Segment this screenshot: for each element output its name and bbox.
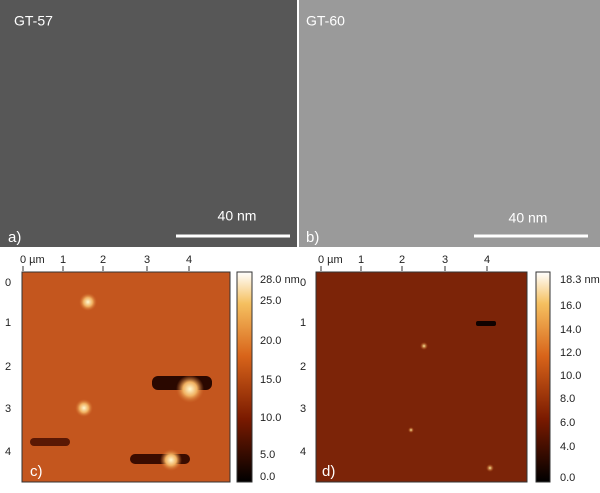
x-tick-label: 0 µm <box>318 254 343 266</box>
colorbar-tick-label: 5.0 <box>260 449 275 461</box>
sem-image <box>0 0 297 247</box>
y-tick-label: 2 <box>300 361 306 373</box>
colorbar-tick-label: 10.0 <box>560 370 581 382</box>
colorbar <box>236 271 253 483</box>
x-tick-label: 4 <box>484 254 490 266</box>
colorbar <box>535 271 551 483</box>
colorbar-tick-label: 14.0 <box>560 324 581 336</box>
x-tick-label: 2 <box>399 254 405 266</box>
colorbar-tick-label: 10.0 <box>260 412 281 424</box>
feature <box>420 342 428 350</box>
sample-name: GT-60 <box>306 13 345 29</box>
colorbar-tick-label: 0.0 <box>560 472 575 484</box>
y-tick-label: 2 <box>5 361 11 373</box>
colorbar-tick-label: 6.0 <box>560 417 575 429</box>
feature <box>476 321 496 326</box>
x-tick-label: 3 <box>144 254 150 266</box>
x-tick-label: 0 µm <box>20 254 45 266</box>
y-tick-label: 4 <box>300 446 306 458</box>
y-tick-label: 3 <box>5 403 11 415</box>
y-tick-label: 1 <box>5 317 11 329</box>
panel-label: d) <box>322 463 335 480</box>
feature <box>79 293 97 311</box>
y-tick-label: 4 <box>5 446 11 458</box>
x-tick-label: 2 <box>100 254 106 266</box>
afm-image <box>315 271 528 483</box>
feature <box>30 438 70 446</box>
feature <box>408 427 414 433</box>
colorbar-tick-label: 16.0 <box>560 300 581 312</box>
scale-label: 40 nm <box>218 208 257 224</box>
y-tick-label: 0 <box>5 277 11 289</box>
colorbar-tick-label: 15.0 <box>260 374 281 386</box>
panel-label: b) <box>306 229 319 246</box>
x-tick-label: 3 <box>442 254 448 266</box>
colorbar-tick-label: 12.0 <box>560 347 581 359</box>
scale-label: 40 nm <box>509 210 548 226</box>
colorbar-tick-label: 4.0 <box>560 441 575 453</box>
feature <box>176 375 204 403</box>
y-tick-label: 0 <box>300 277 306 289</box>
panel-d: d) <box>315 271 551 483</box>
colorbar-tick-label: 18.3 nm <box>560 274 600 286</box>
panel-label: c) <box>30 463 43 480</box>
x-tick-label: 4 <box>186 254 192 266</box>
sample-name: GT-57 <box>14 13 53 29</box>
panel-c: c) <box>21 271 253 483</box>
colorbar-tick-label: 0.0 <box>260 471 275 483</box>
y-tick-label: 3 <box>300 403 306 415</box>
colorbar-tick-label: 28.0 nm <box>260 274 300 286</box>
panel-b: GT-60 40 nm b) <box>299 0 600 247</box>
sem-image <box>299 0 600 247</box>
panel-a: GT-57 40 nm a) <box>0 0 297 247</box>
feature <box>160 449 182 471</box>
y-tick-label: 1 <box>300 317 306 329</box>
colorbar-tick-label: 20.0 <box>260 335 281 347</box>
feature <box>75 399 93 417</box>
x-tick-label: 1 <box>358 254 364 266</box>
colorbar-tick-label: 8.0 <box>560 393 575 405</box>
colorbar-tick-label: 25.0 <box>260 295 281 307</box>
x-tick-label: 1 <box>60 254 66 266</box>
panel-label: a) <box>8 229 21 246</box>
feature <box>486 464 494 472</box>
